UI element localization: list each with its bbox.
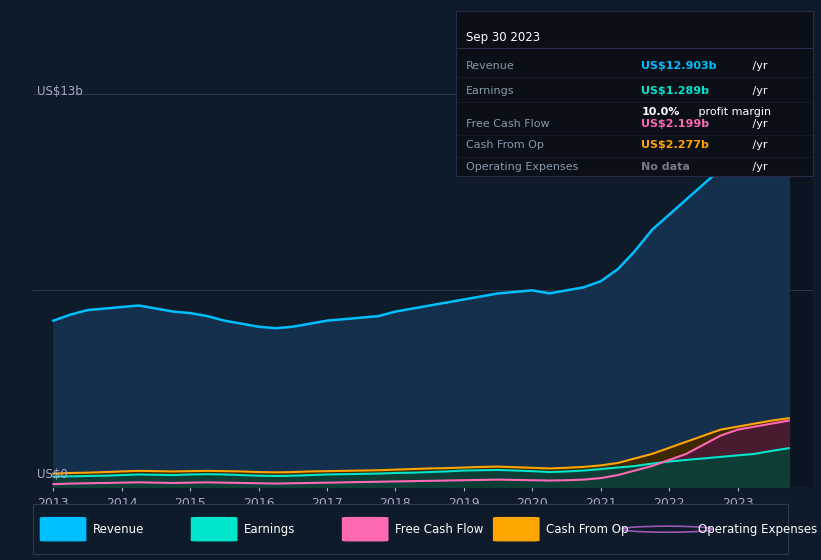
FancyBboxPatch shape — [40, 517, 85, 541]
Text: No data: No data — [641, 161, 690, 171]
Text: /yr: /yr — [749, 140, 767, 150]
Text: Free Cash Flow: Free Cash Flow — [466, 119, 550, 129]
Text: /yr: /yr — [749, 161, 767, 171]
Text: profit margin: profit margin — [695, 107, 771, 117]
Text: US$2.277b: US$2.277b — [641, 140, 709, 150]
Text: US$2.199b: US$2.199b — [641, 119, 709, 129]
Text: US$13b: US$13b — [37, 85, 82, 97]
Text: US$0: US$0 — [37, 468, 67, 481]
Text: Earnings: Earnings — [466, 86, 515, 96]
Text: /yr: /yr — [749, 86, 767, 96]
Text: Cash From Op: Cash From Op — [547, 522, 629, 536]
Text: Operating Expenses: Operating Expenses — [698, 522, 817, 536]
Text: Revenue: Revenue — [466, 61, 515, 71]
Text: Earnings: Earnings — [245, 522, 296, 536]
Text: Free Cash Flow: Free Cash Flow — [396, 522, 484, 536]
Bar — [745, 78, 813, 487]
Text: US$1.289b: US$1.289b — [641, 86, 709, 96]
Text: Revenue: Revenue — [94, 522, 144, 536]
FancyBboxPatch shape — [191, 517, 236, 541]
Text: Operating Expenses: Operating Expenses — [466, 161, 579, 171]
FancyBboxPatch shape — [493, 517, 539, 541]
Text: /yr: /yr — [749, 61, 767, 71]
Text: 10.0%: 10.0% — [641, 107, 680, 117]
Text: /yr: /yr — [749, 119, 767, 129]
FancyBboxPatch shape — [342, 517, 388, 541]
Text: Sep 30 2023: Sep 30 2023 — [466, 31, 540, 44]
Text: Cash From Op: Cash From Op — [466, 140, 544, 150]
Text: US$12.903b: US$12.903b — [641, 61, 717, 71]
